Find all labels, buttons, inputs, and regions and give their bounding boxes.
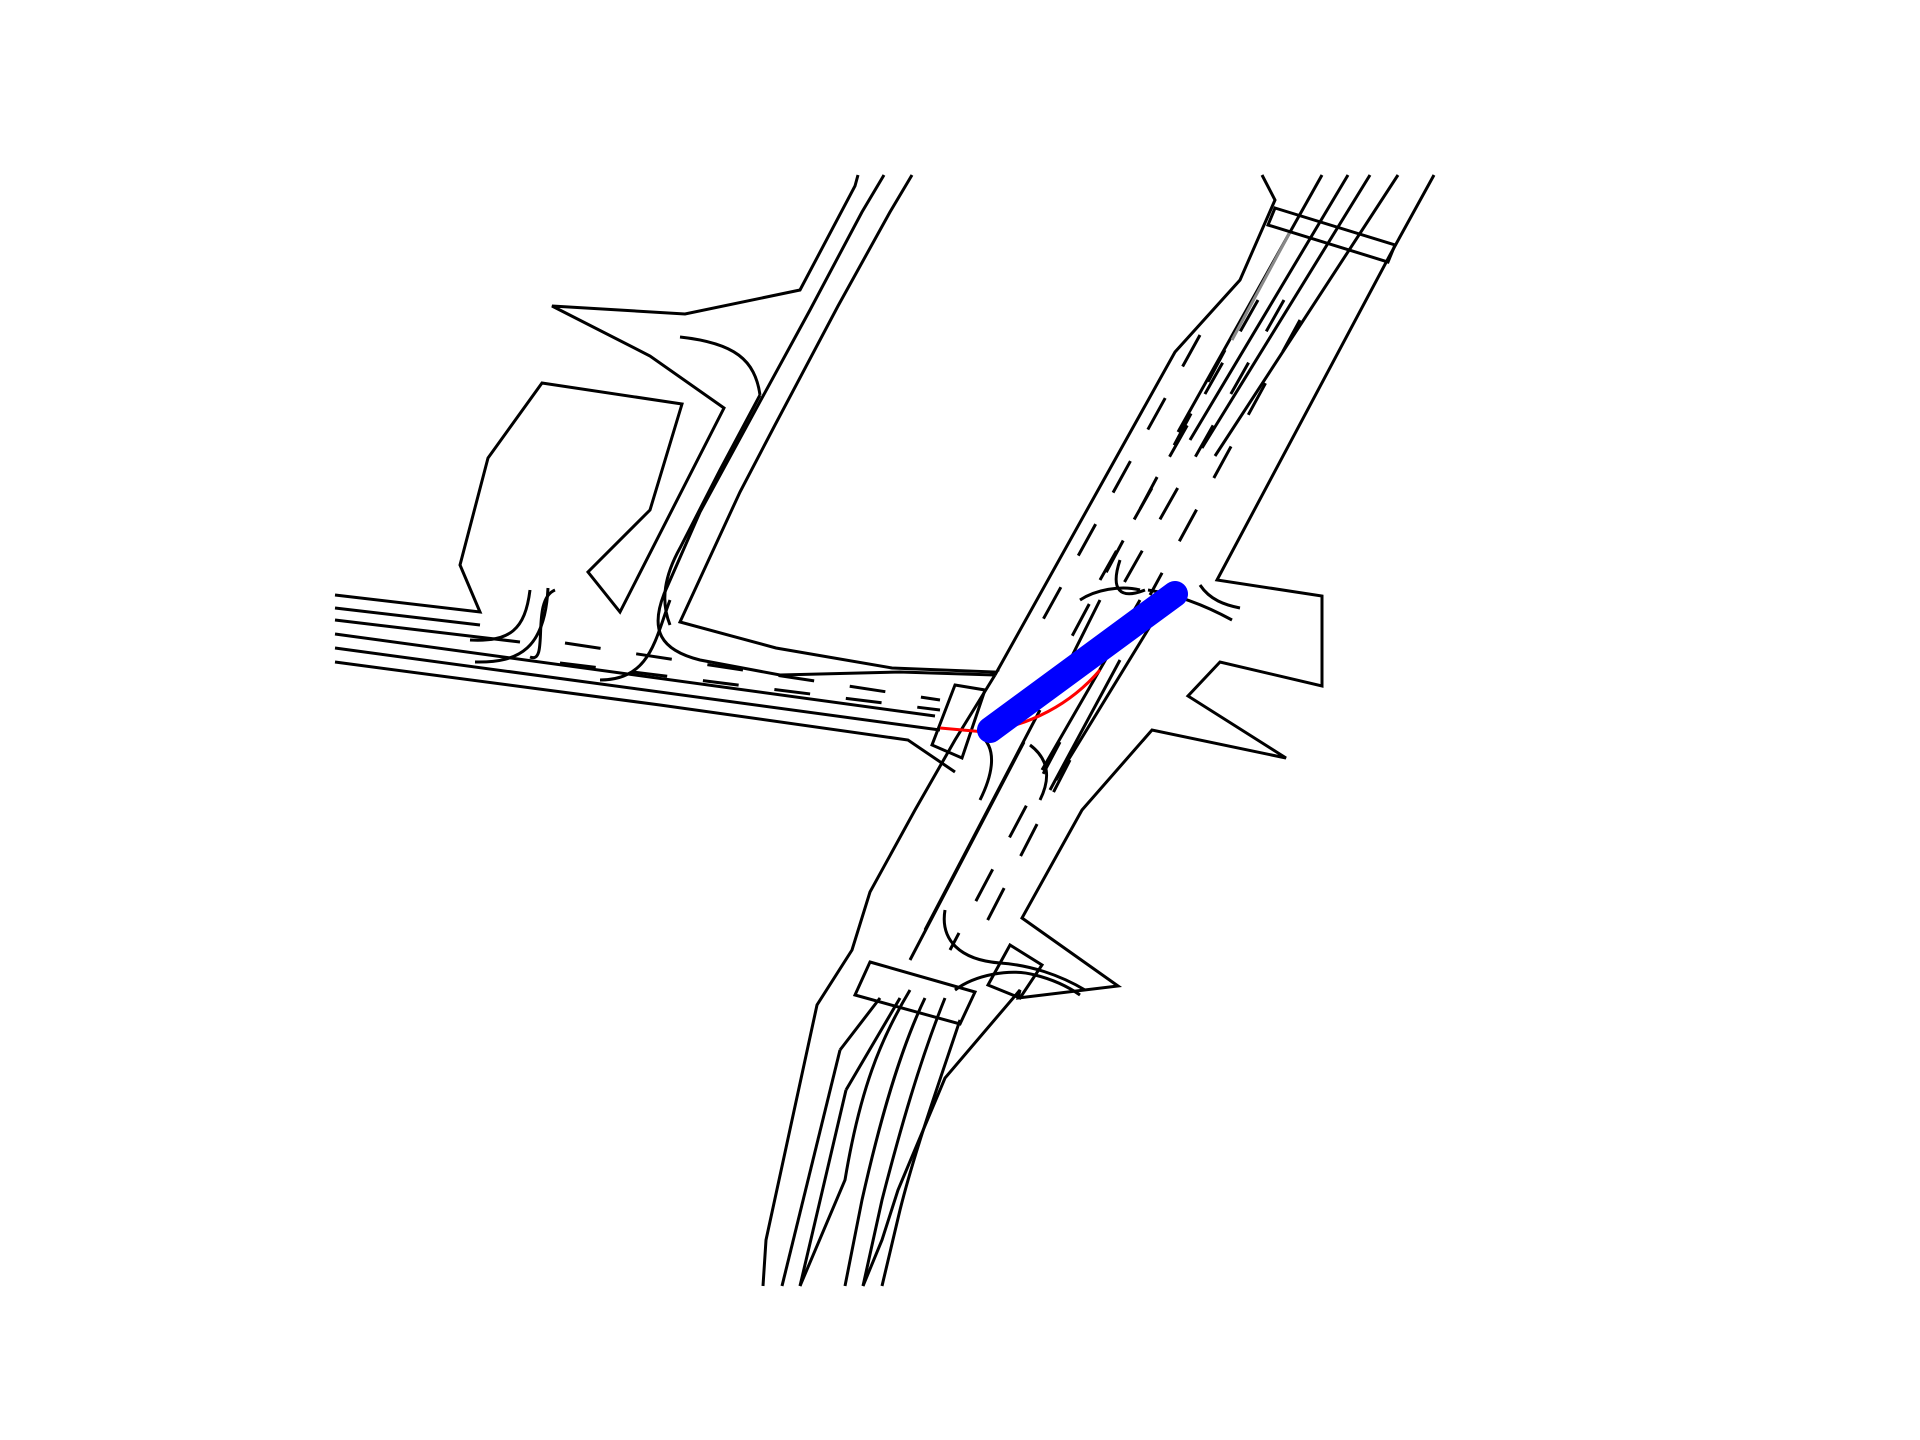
south-road	[780, 989, 962, 1287]
northwest-road	[656, 174, 1001, 677]
crosswalks	[852, 206, 1398, 1026]
planned-path	[977, 581, 1188, 743]
west-road	[334, 174, 956, 774]
crosswalk-south	[852, 960, 978, 1026]
crosswalk-west	[930, 683, 987, 761]
crosswalk-southeast	[985, 942, 1045, 1000]
main-corridor	[761, 174, 1436, 1287]
crosswalk-north	[1265, 206, 1398, 264]
